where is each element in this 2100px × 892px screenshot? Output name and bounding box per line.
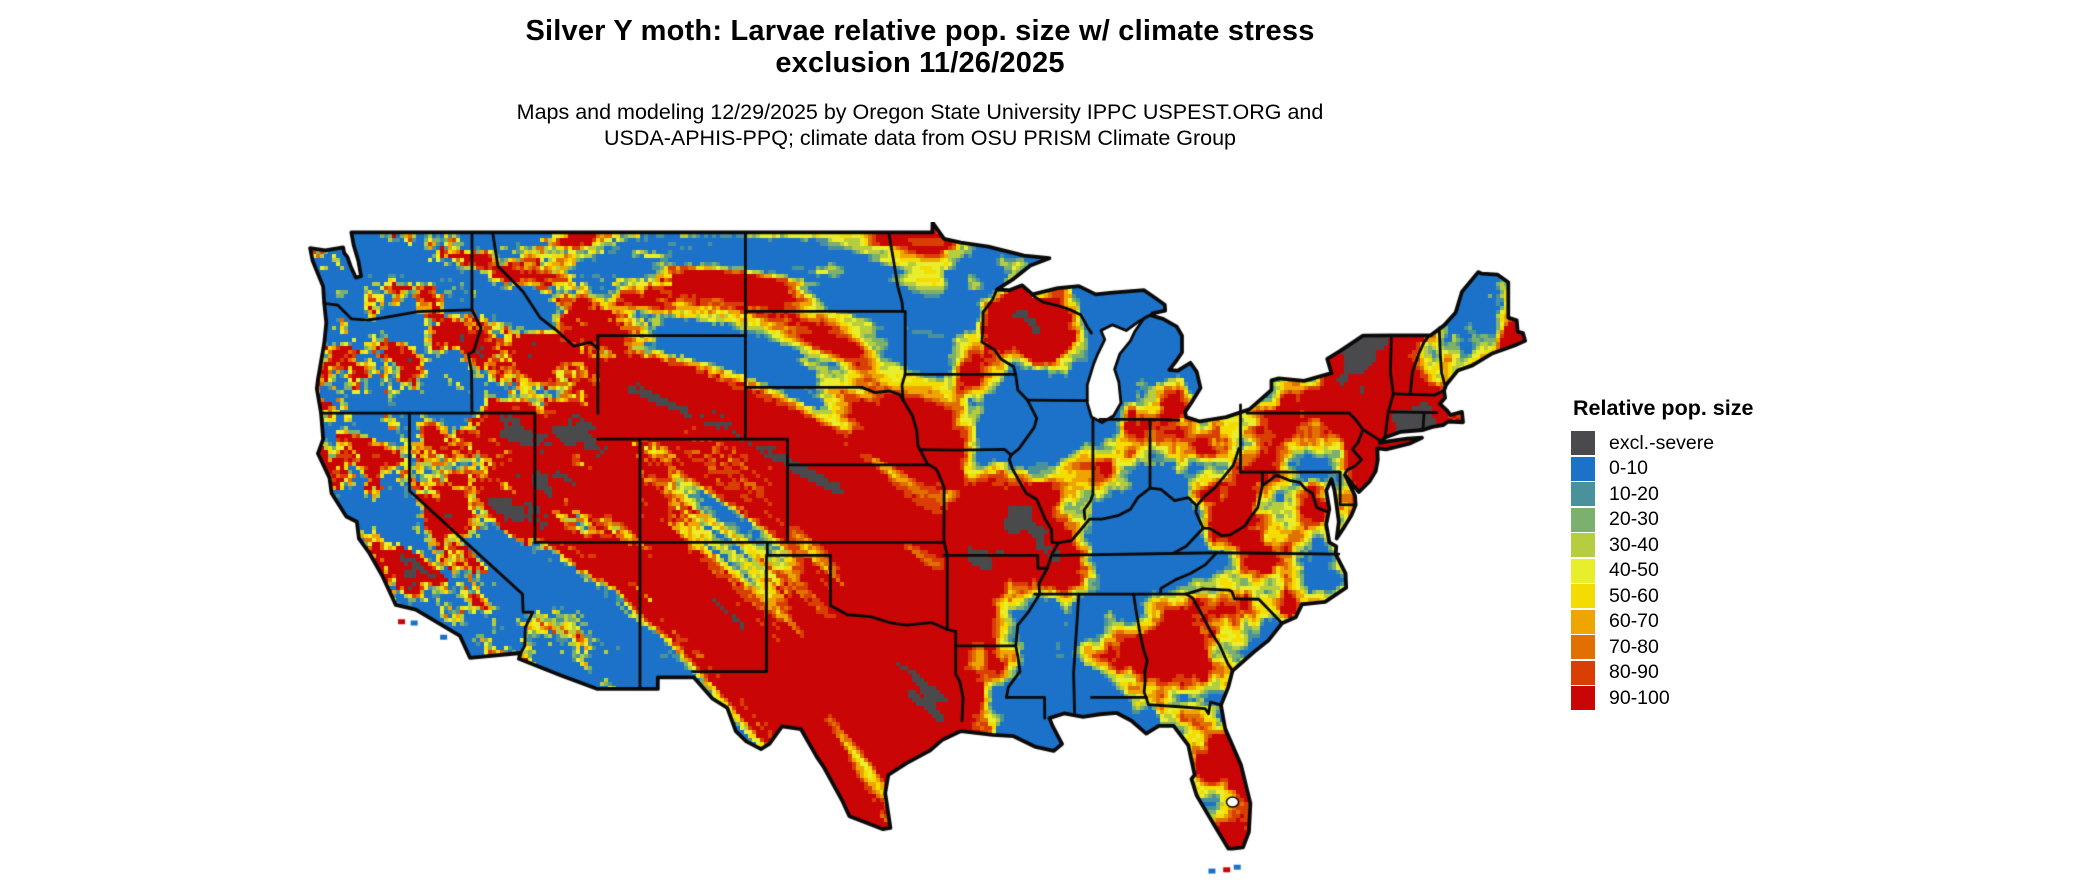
legend-item-label: 30-40 — [1609, 533, 1659, 556]
legend-swatch — [1571, 635, 1595, 659]
legend-swatch — [1571, 686, 1595, 710]
legend-swatch — [1571, 482, 1595, 506]
page-title-line1: Silver Y moth: Larvae relative pop. size… — [525, 15, 1315, 47]
legend-item-label: 10-20 — [1609, 482, 1659, 505]
legend-item-label: 40-50 — [1609, 559, 1659, 581]
legend-item-label: 50-60 — [1609, 584, 1659, 607]
map-area — [300, 222, 1540, 882]
subtitle-line1: Maps and modeling 12/29/2025 by Oregon S… — [516, 100, 1324, 124]
legend-item: 0-10 — [1571, 456, 1831, 481]
legend-item: 20-30 — [1571, 507, 1831, 532]
legend-item-label: 90-100 — [1609, 686, 1670, 709]
legend-item-label: 0-10 — [1609, 457, 1649, 479]
legend-item: 90-100 — [1571, 686, 1831, 710]
page-title-line2: exclusion 11/26/2025 — [775, 47, 1065, 79]
legend-item: 50-60 — [1571, 584, 1831, 608]
title-block: Silver Y moth: Larvae relative pop. size… — [0, 0, 1840, 151]
legend-swatch — [1571, 609, 1595, 634]
legend-item-label: 60-70 — [1609, 610, 1659, 632]
legend-item-label: 70-80 — [1609, 635, 1659, 658]
us-map-canvas — [300, 222, 1540, 882]
legend-item: 70-80 — [1571, 635, 1831, 659]
legend-swatch — [1571, 660, 1595, 685]
legend-swatch — [1571, 431, 1595, 455]
legend-item-label: 80-90 — [1609, 661, 1659, 683]
legend: Relative pop. size excl.-severe 0-10 10-20… — [1571, 396, 1831, 710]
legend-item-label: excl.-severe — [1609, 431, 1715, 454]
legend-swatch — [1571, 533, 1595, 557]
legend-item: excl.-severe — [1571, 431, 1831, 455]
legend-item: 80-90 — [1571, 660, 1831, 685]
legend-swatch — [1571, 558, 1595, 583]
subtitle-line2: USDA-APHIS-PPQ; climate data from OSU PR… — [603, 125, 1237, 150]
legend-swatch — [1571, 584, 1595, 608]
legend-item: 10-20 — [1571, 482, 1831, 506]
legend-item-label: 20-30 — [1609, 508, 1659, 530]
legend-item: 60-70 — [1571, 609, 1831, 634]
legend-item: 40-50 — [1571, 558, 1831, 583]
legend-item: 30-40 — [1571, 533, 1831, 557]
legend-swatch — [1571, 456, 1595, 481]
legend-items: excl.-severe 0-10 10-20 20-30 30-40 40-50 50-6… — [1571, 431, 1831, 710]
legend-swatch — [1571, 507, 1595, 532]
legend-title: Relative pop. size — [1573, 396, 1754, 420]
